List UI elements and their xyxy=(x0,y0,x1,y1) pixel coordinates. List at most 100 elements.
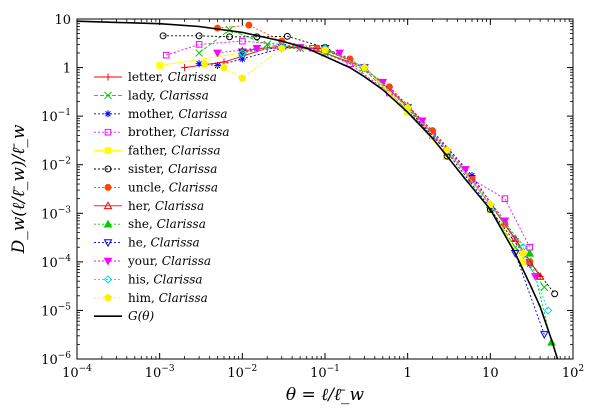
series-line-sister xyxy=(163,35,556,295)
series-line-brother xyxy=(166,40,531,248)
legend-marker xyxy=(104,110,112,118)
series-lady xyxy=(195,25,549,292)
legend-label: sister, Clarissa xyxy=(128,162,217,176)
data-point xyxy=(321,45,329,54)
data-point xyxy=(195,32,203,40)
data-point xyxy=(238,74,247,82)
legend-marker xyxy=(103,239,113,248)
data-point xyxy=(519,258,527,266)
legend-label: his, Clarissa xyxy=(128,272,203,286)
legend-label: he, Clarissa xyxy=(128,236,200,250)
series-line-mother xyxy=(199,47,531,265)
legend-label: her, Clarissa xyxy=(128,199,204,213)
data-point xyxy=(263,40,272,49)
data-point xyxy=(213,62,221,70)
legend-item-uncle: uncle, Clarissa xyxy=(94,180,218,194)
data-point xyxy=(162,51,170,59)
data-point xyxy=(468,175,476,183)
x-tick-label: 10 xyxy=(482,366,499,381)
x-tick-label: 10−1 xyxy=(310,364,340,381)
data-point xyxy=(543,306,553,315)
data-point xyxy=(181,64,189,72)
x-tick-label: 102 xyxy=(562,364,584,381)
legend-item-sister: sister, Clarissa xyxy=(94,162,217,176)
series-letter xyxy=(181,43,544,280)
data-point xyxy=(530,273,540,282)
data-point xyxy=(461,166,470,174)
series-line-lady xyxy=(198,29,545,288)
legend-item-his: his, Clarissa xyxy=(94,272,203,286)
legend-item-lady: lady, Clarissa xyxy=(94,88,209,102)
data-point xyxy=(252,44,262,53)
data-point xyxy=(540,283,549,292)
series-her xyxy=(237,41,545,280)
y-axis-label: D_w(ℓ/ℓ̄_w)/ℓ̄_w xyxy=(9,124,29,254)
data-point xyxy=(239,37,246,45)
curve-G-theta xyxy=(76,20,559,360)
y-tick-label: 10−3 xyxy=(41,205,71,222)
tick-labels: 10−4 10−3 10−2 10−1 1 10 102 10−6 10−5 10−4 10−3 10… xyxy=(41,13,584,381)
legend-label: him, Clarissa xyxy=(128,291,208,305)
y-tick-label: 10−1 xyxy=(41,108,71,125)
data-point xyxy=(551,290,559,298)
series-line-her xyxy=(242,45,541,277)
y-tick-label: 10−4 xyxy=(41,254,71,271)
data-point xyxy=(519,249,528,257)
series-layer xyxy=(76,20,559,360)
data-point xyxy=(220,63,228,71)
data-point xyxy=(403,103,412,111)
legend-item-he: he, Clarissa xyxy=(94,236,200,250)
data-point xyxy=(539,331,549,339)
data-point xyxy=(335,49,344,58)
legend-label: uncle, Clarissa xyxy=(128,180,218,194)
legend-marker xyxy=(104,128,112,136)
legend-item-him: him, Clarissa xyxy=(94,291,208,305)
data-point xyxy=(443,145,452,154)
legend-label: G(θ) xyxy=(128,309,154,323)
legend-label: mother, Clarissa xyxy=(128,107,228,121)
data-point xyxy=(238,48,247,58)
legend-marker xyxy=(103,275,113,284)
y-tick-label: 10−6 xyxy=(41,351,71,368)
legend-marker xyxy=(104,91,112,100)
axis-ticks xyxy=(76,18,574,360)
x-tick-label: 10−4 xyxy=(62,364,92,381)
legend-item-her: her, Clarissa xyxy=(94,199,204,213)
series-he xyxy=(237,44,549,339)
legend-label: she, Clarissa xyxy=(128,217,206,231)
data-point xyxy=(277,44,286,52)
x-tick-label: 1 xyxy=(404,366,412,381)
series-your xyxy=(213,44,540,282)
data-point xyxy=(156,62,163,69)
data-point xyxy=(195,49,203,57)
data-point xyxy=(429,127,437,135)
legend: letter, Clarissa lady, Clarissa mother, Cl… xyxy=(94,70,230,323)
legend-marker xyxy=(103,219,113,228)
legend-marker xyxy=(104,183,112,191)
y-tick-label: 10−2 xyxy=(41,157,71,174)
series-line-uncle xyxy=(217,24,531,263)
data-point xyxy=(226,33,234,41)
x-axis-label: θ = ℓ/ℓ̄_w xyxy=(286,385,365,405)
data-point xyxy=(213,49,222,58)
data-point xyxy=(195,41,203,48)
legend-marker xyxy=(104,293,112,302)
x-tick-label: 10−3 xyxy=(145,364,175,381)
data-point xyxy=(200,59,209,68)
legend-label: your, Clarissa xyxy=(127,254,211,268)
legend-marker xyxy=(103,201,113,210)
legend-item-mother: mother, Clarissa xyxy=(94,107,228,121)
legend-marker xyxy=(104,165,112,173)
x-tick-label: 10−2 xyxy=(227,364,257,381)
legend-item-she: she, Clarissa xyxy=(94,217,206,231)
y-tick-label: 10 xyxy=(54,13,71,28)
data-point xyxy=(360,63,369,71)
legend-label: lady, Clarissa xyxy=(128,88,209,102)
data-point xyxy=(159,32,167,40)
series-line-him xyxy=(204,47,524,254)
data-point xyxy=(500,217,510,226)
series-him xyxy=(200,44,528,257)
series-line-his xyxy=(242,45,549,311)
y-tick-label: 1 xyxy=(63,62,71,77)
